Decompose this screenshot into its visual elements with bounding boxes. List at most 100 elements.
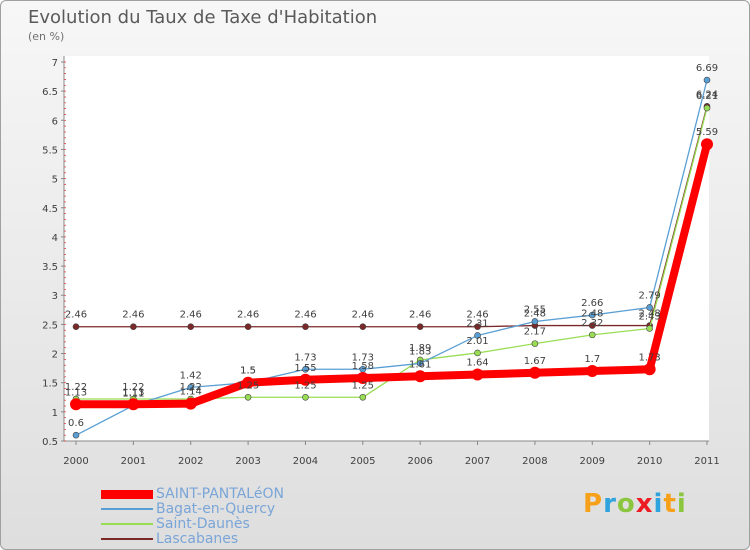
data-label: 1.64 xyxy=(466,358,488,369)
logo-letter: o xyxy=(616,489,636,519)
data-label: 1.5 xyxy=(240,366,256,377)
data-point xyxy=(356,372,369,385)
chart-title: Evolution du Taux de Taxe d'Habitation xyxy=(28,7,378,28)
logo-letter: i xyxy=(653,489,664,519)
data-point xyxy=(646,325,653,332)
data-label: 1.42 xyxy=(180,370,202,381)
data-label: 2.79 xyxy=(639,290,661,301)
data-point xyxy=(187,384,195,391)
data-point xyxy=(302,365,309,373)
data-label: 1.5 xyxy=(240,366,256,377)
x-tick-label: 2005 xyxy=(350,456,375,467)
data-point xyxy=(701,138,713,151)
data-label: 2.46 xyxy=(352,310,374,321)
plot-area xyxy=(64,56,709,441)
y-tick-label: 2 xyxy=(52,350,58,361)
data-label: 1.22 xyxy=(65,382,87,393)
data-point xyxy=(244,323,252,331)
data-point xyxy=(242,376,255,389)
data-label: 2.01 xyxy=(466,336,488,347)
logo-letter: x xyxy=(635,489,654,519)
legend-swatch xyxy=(101,489,153,499)
x-tick-label: 2010 xyxy=(637,456,662,467)
data-label: 2.48 xyxy=(524,309,546,320)
data-point xyxy=(359,323,367,331)
logo-letter: t xyxy=(663,489,677,519)
data-label: 1.61 xyxy=(409,359,431,370)
data-point xyxy=(703,104,711,112)
data-point xyxy=(70,398,82,411)
data-label: 2.46 xyxy=(466,310,488,321)
data-label: 6.21 xyxy=(696,91,718,102)
y-tick-label: 0.5 xyxy=(42,437,58,448)
x-tick-label: 2009 xyxy=(580,456,605,467)
data-label: 2.17 xyxy=(524,327,546,338)
data-point xyxy=(471,368,484,381)
data-point xyxy=(531,340,539,347)
x-tick-label: 2007 xyxy=(465,456,490,467)
y-tick-label: 6 xyxy=(52,116,58,127)
data-label: 1.67 xyxy=(524,356,546,367)
logo-letter: P xyxy=(583,489,604,519)
y-tick-label: 7 xyxy=(52,58,58,69)
logo-letter: i xyxy=(676,489,687,519)
data-point xyxy=(588,322,596,329)
data-point xyxy=(646,304,653,311)
data-label: 2.46 xyxy=(237,310,259,321)
proxiti-logo: Proxiti xyxy=(583,489,687,519)
data-point xyxy=(359,393,367,401)
data-point xyxy=(187,323,195,331)
legend-label: Bagat-en-Quercy xyxy=(156,501,276,517)
data-label: 1.89 xyxy=(409,343,431,354)
data-point xyxy=(416,323,424,331)
data-label: 1.83 xyxy=(409,346,431,357)
data-label: 2.48 xyxy=(639,309,661,320)
data-point xyxy=(474,332,481,339)
data-label: 2.48 xyxy=(581,309,603,320)
data-label: 5.59 xyxy=(696,127,718,138)
chart-subtitle: (en %) xyxy=(28,30,65,43)
y-tick-label: 6.5 xyxy=(42,87,58,98)
data-point xyxy=(302,393,309,401)
x-tick-label: 2008 xyxy=(522,456,547,467)
data-point xyxy=(586,365,599,378)
series-line xyxy=(72,140,711,409)
data-label: 2.55 xyxy=(524,304,546,315)
data-label: 2.31 xyxy=(466,318,488,329)
y-tick-label: 1 xyxy=(52,408,58,419)
legend-label: Saint-Daunès xyxy=(156,516,250,532)
data-label: 1.73 xyxy=(294,352,316,363)
data-point xyxy=(474,323,481,331)
y-tick-label: 5 xyxy=(52,175,58,186)
logo-letter: r xyxy=(603,489,617,519)
data-label: 1.7 xyxy=(584,354,600,365)
data-point xyxy=(588,331,596,339)
data-point xyxy=(72,323,80,331)
data-point xyxy=(244,393,252,401)
data-label: 1.73 xyxy=(639,352,661,363)
legend-label: SAINT-PANTALéON xyxy=(156,486,284,502)
data-label: 1.13 xyxy=(65,387,87,398)
data-label: 2.46 xyxy=(409,310,431,321)
data-point xyxy=(528,366,541,379)
y-tick-label: 3.5 xyxy=(42,262,58,273)
x-tick-label: 2000 xyxy=(63,456,88,467)
data-point xyxy=(643,363,656,376)
data-label: 1.58 xyxy=(352,361,374,372)
data-point xyxy=(184,397,197,410)
data-label: 1.22 xyxy=(180,382,202,393)
data-label: 2.46 xyxy=(65,310,87,321)
x-tick-label: 2003 xyxy=(235,456,260,467)
data-point xyxy=(302,323,309,331)
y-tick-label: 4 xyxy=(52,233,58,244)
data-label: 2.43 xyxy=(639,311,661,322)
data-label: 1.55 xyxy=(294,363,316,374)
data-point xyxy=(416,360,424,367)
y-tick-label: 5.5 xyxy=(42,145,58,156)
x-tick-label: 2004 xyxy=(293,456,318,467)
data-label: 6.69 xyxy=(696,63,718,74)
data-label: 2.32 xyxy=(581,318,603,329)
data-label: 1.25 xyxy=(294,380,316,391)
